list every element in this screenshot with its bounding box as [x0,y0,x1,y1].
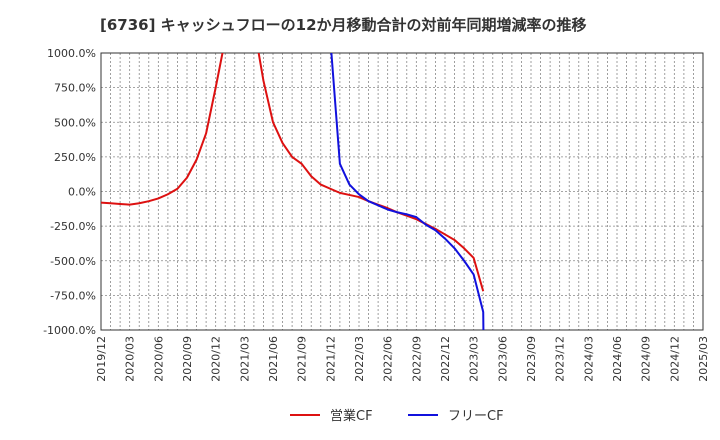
y-tick-label: 1000.0% [47,47,96,60]
x-tick-label: 2023/06 [496,336,509,382]
y-tick-label: 250.0% [54,151,96,164]
x-tick-label: 2020/06 [152,336,165,382]
legend: 営業CF フリーCF [290,408,504,424]
x-tick-label: 2023/03 [468,336,481,382]
legend-label-1: 営業CF [330,408,373,424]
x-tick-label: 2020/03 [124,336,137,382]
y-tick-label: -500.0% [50,255,96,268]
x-tick-label: 2022/06 [382,336,395,382]
y-tick-label: -250.0% [50,220,96,233]
grid-layer [100,52,704,331]
x-tick-label: 2022/09 [410,336,423,382]
y-tick-label: -1000.0% [43,324,96,337]
x-tick-label: 2019/12 [95,336,108,382]
x-tick-label: 2024/06 [611,336,624,382]
x-tick-label: 2021/12 [324,336,337,382]
legend-label-2: フリーCF [448,409,504,424]
x-tick-label: 2024/09 [640,336,653,382]
x-tick-label: 2024/03 [582,336,595,382]
y-tick-label: -750.0% [50,289,96,302]
x-tick-label: 2021/03 [238,336,251,382]
y-tick-label: 500.0% [54,116,96,129]
x-tick-label: 2022/03 [353,336,366,382]
y-tick-label: 0.0% [68,186,96,199]
y-tick-label: 750.0% [54,82,96,95]
x-tick-label: 2021/09 [296,336,309,382]
x-tick-label: 2020/09 [181,336,194,382]
x-tick-label: 2021/06 [267,336,280,382]
series-line-2 [330,53,485,330]
axis-layer: 1000.0% 750.0% 500.0% 250.0% 0.0% -250.0% -500… [43,47,710,382]
plot-frame [100,52,704,331]
x-tick-label: 2022/12 [439,336,452,382]
x-tick-label: 2020/12 [210,336,223,382]
series-layer [101,53,485,330]
x-tick-label: 2025/03 [697,336,710,382]
x-tick-label: 2023/12 [554,336,567,382]
chart-title: [6736] キャッシュフローの12か月移動合計の対前年同期増減率の推移 [100,16,587,34]
x-tick-label: 2024/12 [668,336,681,382]
x-tick-label: 2023/09 [525,336,538,382]
